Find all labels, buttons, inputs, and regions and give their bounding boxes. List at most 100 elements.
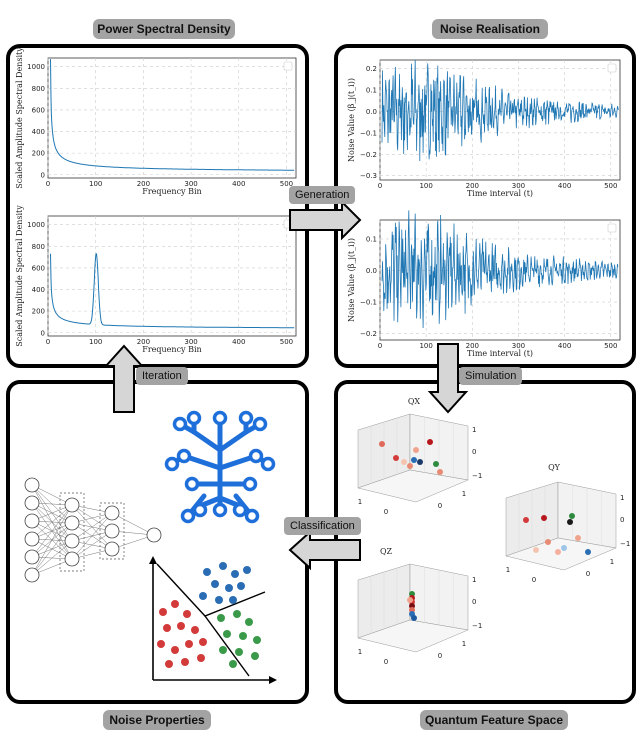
generation-label: Generation	[289, 186, 356, 204]
x-axis-label: Time interval (t)	[467, 189, 533, 198]
axis-tick: 1	[462, 490, 466, 498]
layer-box	[99, 502, 125, 560]
axis-tick: 1	[506, 566, 510, 574]
nn-edge	[31, 504, 73, 576]
state-point	[407, 463, 413, 469]
cluster-point-red	[181, 658, 189, 666]
x-tick-label: 500	[604, 342, 617, 350]
x-tick-label: 400	[232, 338, 245, 346]
decision-boundary	[204, 615, 250, 677]
nn-edge	[111, 512, 155, 536]
plot-frame	[47, 57, 297, 179]
state-point	[411, 457, 417, 463]
cluster-point-red	[171, 600, 179, 608]
x-tick-label: 400	[558, 182, 571, 190]
y-axis-arrowhead	[149, 556, 157, 564]
x-tick-label: 100	[419, 182, 432, 190]
cluster-point-red	[183, 610, 191, 618]
neural-network-icon	[24, 477, 162, 583]
axis-tick: −1	[620, 540, 630, 548]
y-tick-label: 1000	[27, 63, 45, 71]
nn-edge	[71, 512, 113, 542]
y-tick-label: 0.2	[366, 65, 377, 73]
quantum-plot-qy: QY 1 0 −1 1 0 0 1	[505, 463, 630, 584]
x-tick-label: 100	[419, 342, 432, 350]
axis-tick: 1	[472, 426, 476, 434]
nn-edge	[71, 512, 113, 560]
plot-title: QZ	[380, 547, 393, 556]
psd-series-line	[50, 253, 295, 329]
cluster-point-blue	[225, 584, 233, 592]
x-tick-label: 200	[466, 342, 479, 350]
quantum-plot-qz: QZ 1 0 −1 1 0 0 1	[357, 547, 482, 666]
noise-series-line	[381, 210, 619, 329]
x-tick-label: 500	[280, 180, 293, 188]
nn-edge	[31, 540, 73, 576]
nn-node	[64, 533, 80, 549]
axis-tick: 1	[358, 498, 362, 506]
y-tick-label: 400	[32, 128, 45, 136]
axis-tick: −1	[472, 472, 482, 480]
y-tick-label: 1000	[27, 221, 45, 229]
nn-node	[104, 523, 120, 539]
y-tick-label: −0.3	[360, 172, 377, 180]
plot-frame	[47, 215, 297, 337]
axis-tick: 0	[532, 576, 536, 584]
state-point	[401, 459, 407, 465]
legend-box	[607, 63, 617, 73]
y-tick-label: 800	[32, 85, 45, 93]
cluster-plot-icon	[149, 556, 277, 684]
tree-node	[232, 502, 248, 518]
pane-floor	[505, 537, 617, 571]
cluster-point-green	[239, 632, 247, 640]
x-tick-label: 0	[46, 338, 50, 346]
generation-arrow	[289, 199, 362, 241]
y-tick-label: 0	[41, 171, 45, 179]
layer-box	[59, 492, 85, 572]
x-axis-label: Time interval (t)	[467, 349, 533, 358]
y-tick-label: −0.1	[360, 129, 377, 137]
cluster-point-blue	[237, 582, 245, 590]
tree-node	[180, 508, 196, 524]
tree-branch	[217, 429, 249, 453]
nn-node	[64, 497, 80, 513]
psd-series-line	[50, 59, 295, 171]
panel-noise-properties	[6, 380, 309, 704]
nn-node	[64, 551, 80, 567]
decision-tree-icon	[164, 410, 276, 524]
tree-node	[260, 456, 276, 472]
x-tick-label: 400	[558, 342, 571, 350]
x-axis-label: Frequency Bin	[142, 345, 201, 354]
legend-box	[607, 223, 617, 233]
cluster-point-blue	[215, 596, 223, 604]
cluster-point-blue	[243, 566, 251, 574]
axis-tick: 1	[462, 640, 466, 648]
cluster-point-blue	[229, 596, 237, 604]
cluster-point-green	[233, 610, 241, 618]
simulation-arrow	[427, 343, 469, 414]
axis-tick: 0	[472, 448, 476, 456]
cluster-point-red	[157, 640, 165, 648]
x-axis-arrowhead	[269, 676, 277, 684]
tree-node	[242, 476, 258, 492]
cluster-point-red	[199, 638, 207, 646]
tree-node	[184, 476, 200, 492]
axis-tick: 0	[438, 502, 442, 510]
cluster-point-green	[219, 646, 227, 654]
state-point	[545, 539, 551, 545]
x-tick-label: 300	[512, 342, 525, 350]
nn-edge	[31, 484, 73, 506]
x-tick-label: 0	[46, 180, 50, 188]
x-tick-label: 200	[137, 338, 150, 346]
axis-tick: 0	[620, 516, 624, 524]
axis-tick: 0	[384, 508, 388, 516]
state-point	[379, 441, 385, 447]
quantum-plot-qx: QX 1 0 −1 1 0 0 1	[357, 397, 482, 516]
axis-tick: 1	[620, 494, 624, 502]
tree-node	[164, 456, 180, 472]
state-point	[585, 549, 591, 555]
x-tick-label: 0	[378, 342, 382, 350]
nn-edge	[31, 522, 73, 576]
y-tick-label: 600	[32, 106, 45, 114]
nn-node	[146, 527, 162, 543]
